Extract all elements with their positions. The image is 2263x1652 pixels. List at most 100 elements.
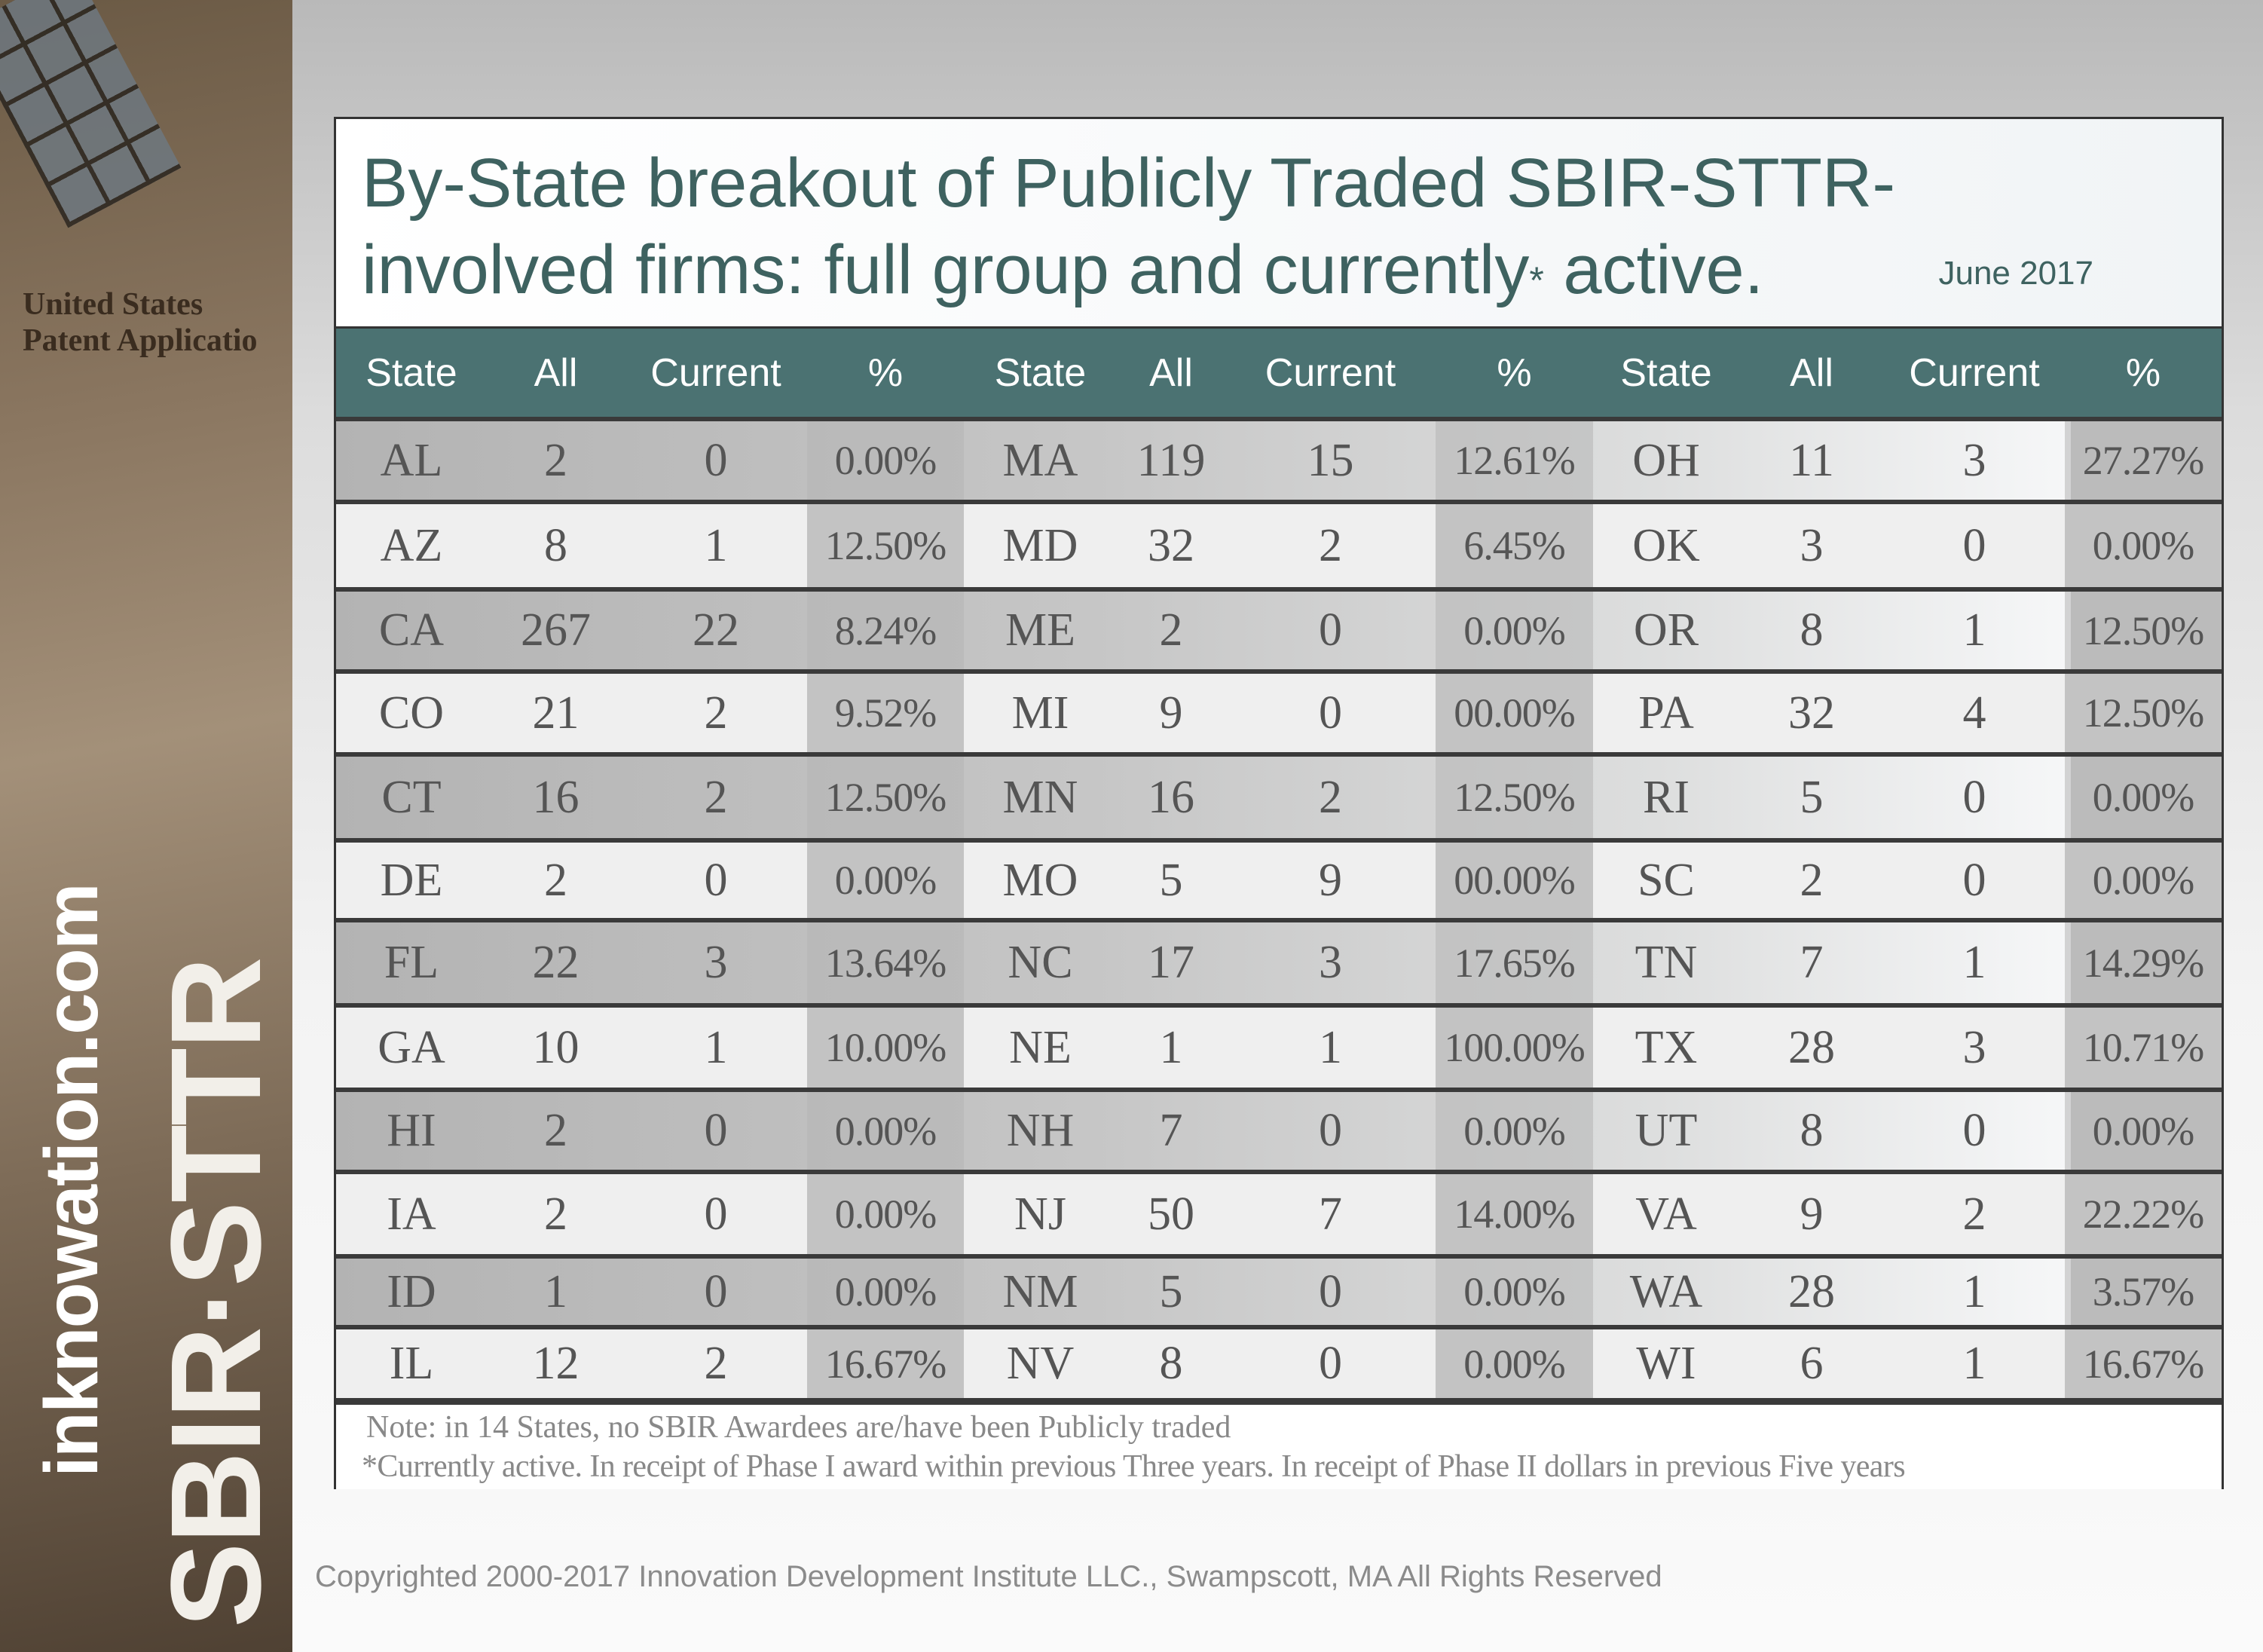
percent-cell: 16.67%	[807, 1329, 964, 1398]
percent-cell: 17.65%	[1436, 922, 1593, 1003]
current-count-cell: 1	[704, 1021, 728, 1073]
state-cell: MI	[1011, 687, 1069, 739]
all-count-cell: 5	[1159, 854, 1183, 906]
note-current-definition: *Currently active. In receipt of Phase I…	[362, 1449, 1906, 1484]
percent-cell: 22.22%	[2065, 1174, 2222, 1254]
column-header: %	[1497, 350, 1532, 395]
current-count-cell: 0	[704, 1265, 728, 1317]
column-header: Current	[1265, 350, 1396, 395]
all-count-cell: 6	[1800, 1338, 1824, 1389]
all-count-cell: 7	[1800, 937, 1824, 988]
percent-cell: 0.00%	[1436, 1259, 1593, 1325]
percent-cell: 0.00%	[2065, 1092, 2222, 1170]
current-count-cell: 2	[704, 687, 728, 739]
all-count-cell: 28	[1788, 1265, 1835, 1317]
footnotes: Note: in 14 States, no SBIR Awardees are…	[336, 1400, 2222, 1489]
date-label: June 2017	[1938, 255, 2093, 292]
table-row: CO 21 2 9.52% MI 9 0 00.00% PA 32 4 12.50%	[336, 669, 2222, 752]
percent-cell: 14.29%	[2065, 922, 2222, 1003]
state-cell: MD	[1002, 519, 1078, 571]
percent-cell: 0.00%	[807, 421, 964, 500]
all-count-cell: 7	[1159, 1105, 1183, 1156]
current-count-cell: 0	[1962, 519, 1986, 571]
all-count-cell: 8	[544, 519, 567, 571]
patent-seal-text: United States Patent Applicatio	[23, 287, 258, 359]
table-row: IA 2 0 0.00% NJ 50 7 14.00% VA 9 2 22.22%	[336, 1170, 2222, 1254]
percent-cell: 0.00%	[807, 1092, 964, 1170]
all-count-cell: 22	[532, 937, 580, 988]
all-count-cell: 8	[1800, 604, 1824, 656]
percent-cell: 0.00%	[1436, 592, 1593, 669]
all-count-cell: 17	[1148, 937, 1194, 988]
percent-cell: 12.50%	[1436, 757, 1593, 838]
state-cell: WI	[1636, 1338, 1696, 1389]
column-header: %	[867, 350, 904, 395]
column-header: State	[994, 350, 1087, 395]
current-count-cell: 2	[1319, 519, 1342, 571]
percent-cell: 9.52%	[807, 674, 964, 752]
column-header: All	[1149, 350, 1193, 395]
all-count-cell: 28	[1788, 1021, 1835, 1073]
state-cell: ID	[387, 1265, 436, 1317]
state-cell: NE	[1009, 1021, 1072, 1073]
state-cell: NJ	[1014, 1188, 1066, 1240]
current-count-cell: 0	[704, 854, 728, 906]
state-cell: CA	[378, 604, 445, 656]
percent-cell: 6.45%	[1436, 504, 1593, 587]
state-cell: OH	[1632, 434, 1700, 486]
percent-cell: 100.00%	[1436, 1008, 1593, 1088]
current-count-cell: 2	[1962, 1188, 1986, 1240]
current-count-cell: 1	[1962, 937, 1986, 988]
state-cell: ME	[1005, 604, 1075, 656]
all-count-cell: 16	[1148, 771, 1194, 823]
percent-cell: 0.00%	[1436, 1329, 1593, 1398]
state-cell: TN	[1635, 937, 1698, 988]
state-cell: TX	[1635, 1021, 1698, 1073]
state-cell: IL	[389, 1338, 434, 1389]
all-count-cell: 1	[544, 1265, 567, 1317]
table-row: AL 2 0 0.00% MA 119 15 12.61% OH 11 3 27.27%	[336, 417, 2222, 500]
all-count-cell: 21	[532, 687, 580, 739]
current-count-cell: 9	[1319, 854, 1342, 906]
column-header: State	[1620, 350, 1712, 395]
all-count-cell: 2	[544, 854, 567, 906]
current-count-cell: 0	[1319, 604, 1342, 656]
state-cell: OR	[1633, 604, 1699, 656]
current-count-cell: 2	[1319, 771, 1342, 823]
current-count-cell: 4	[1962, 687, 1986, 739]
table-row: GA 10 1 10.00% NE 1 1 100.00% TX 28 3 10.71%	[336, 1003, 2222, 1088]
sidebar-brand-image: United States Patent Applicatio inknowat…	[0, 0, 292, 1652]
table-row: IL 12 2 16.67% NV 8 0 0.00% WI 6 1 16.67%	[336, 1325, 2222, 1398]
all-count-cell: 8	[1159, 1338, 1183, 1389]
current-count-cell: 0	[1319, 1338, 1342, 1389]
all-count-cell: 2	[544, 434, 567, 486]
state-cell: NC	[1008, 937, 1073, 988]
all-count-cell: 11	[1789, 434, 1834, 486]
title-asterisk: *	[1529, 259, 1544, 301]
table-row: CT 16 2 12.50% MN 16 2 12.50% RI 5 0 0.00%	[336, 752, 2222, 838]
current-count-cell: 3	[1319, 937, 1342, 988]
all-count-cell: 9	[1159, 687, 1183, 739]
all-count-cell: 3	[1800, 519, 1824, 571]
column-header: %	[2125, 350, 2161, 395]
page-title: By-State breakout of Publicly Traded SBI…	[336, 119, 2222, 329]
current-count-cell: 0	[1962, 771, 1986, 823]
title-line-1: By-State breakout of Publicly Traded SBI…	[362, 145, 1896, 222]
current-count-cell: 0	[704, 434, 728, 486]
state-cell: SC	[1638, 854, 1695, 906]
current-count-cell: 0	[1962, 1105, 1986, 1156]
current-count-cell: 0	[1319, 687, 1342, 739]
current-count-cell: 0	[1319, 1265, 1342, 1317]
all-count-cell: 1	[1159, 1021, 1183, 1073]
current-count-cell: 3	[704, 937, 728, 988]
percent-cell: 13.64%	[807, 922, 964, 1003]
state-cell: IA	[387, 1188, 436, 1240]
all-count-cell: 2	[1159, 604, 1183, 656]
state-cell: AZ	[380, 519, 443, 571]
current-count-cell: 1	[1962, 1338, 1986, 1389]
state-cell: PA	[1638, 687, 1694, 739]
percent-cell: 12.50%	[807, 504, 964, 587]
column-header: Current	[650, 350, 781, 395]
table-row: AZ 8 1 12.50% MD 32 2 6.45% OK 3 0 0.00%	[336, 500, 2222, 587]
current-count-cell: 0	[704, 1188, 728, 1240]
